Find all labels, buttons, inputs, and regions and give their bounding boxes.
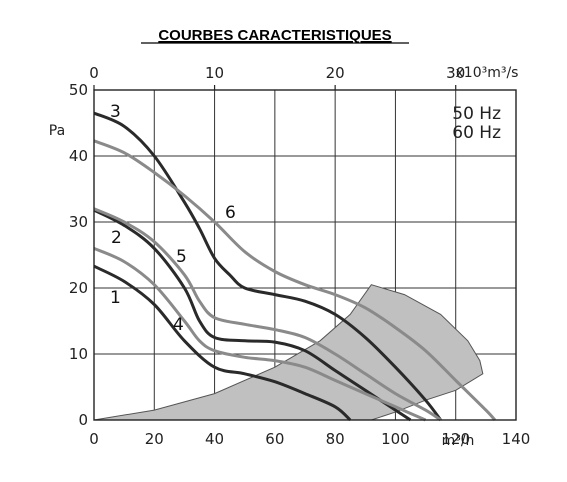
curve-label-5: 5 [176,247,187,267]
curve-2 [93,208,412,422]
y-tick-label: 0 [78,411,88,429]
curves: 1 2 3 4 5 6 [93,102,497,422]
top-tick-label: 10 [205,64,224,82]
x-tick-label: 120 [441,430,470,448]
curve-1 [93,264,352,422]
curve-5 [93,207,442,422]
y-tick-label: 10 [69,345,88,363]
curve-label-6: 6 [225,203,236,223]
y-tick-label: 30 [69,213,88,231]
top-tick-label: 20 [326,64,345,82]
curve-label-3: 3 [110,102,121,122]
y-tick-label: 40 [69,147,88,165]
x-tick-label: 140 [502,430,531,448]
top-tick-label: 0 [89,64,99,82]
x-tick-label: 0 [89,430,99,448]
top-axis-unit: x10³m³/s [456,65,519,81]
top-tick-label: 30 [446,64,465,82]
curve-label-4: 4 [173,315,184,335]
x-tick-label: 100 [381,430,410,448]
x-tick-label: 40 [205,430,224,448]
x-tick-label: 60 [265,430,284,448]
chart-title: COURBES CARACTERISTIQUES [158,27,391,44]
y-tick-label: 20 [69,279,88,297]
x-axis-label: m³/h [442,433,475,449]
y-tick-label: 50 [69,81,88,99]
legend-60hz: 60 Hz [452,123,501,143]
curve-label-1: 1 [110,288,121,308]
plot-frame [93,89,517,421]
legend-50hz: 50 Hz [452,104,501,124]
y-axis-label: Pa [49,123,65,139]
curve-label-2: 2 [111,228,122,248]
curve-4 [93,247,427,422]
curve-6 [93,139,497,422]
x-tick-label: 20 [145,430,164,448]
x-tick-label: 80 [326,430,345,448]
grid [93,89,517,421]
curve-3 [93,111,442,421]
